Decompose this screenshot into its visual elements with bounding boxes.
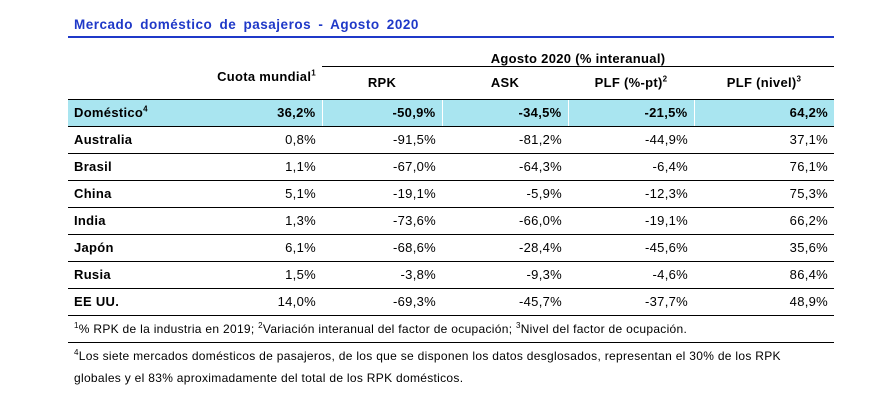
cell-plf-pt: -44,9%: [568, 126, 694, 154]
cell-rpk: -69,3%: [322, 288, 442, 316]
cell-share: 14,0%: [194, 288, 322, 316]
cell-ask: -9,3%: [442, 261, 568, 289]
cell-rpk: -68,6%: [322, 234, 442, 262]
share-header: Cuota mundial1: [194, 66, 322, 100]
cell-share: 1,5%: [194, 261, 322, 289]
row-label: Australia: [68, 126, 194, 154]
cell-plf-level: 66,2%: [694, 207, 835, 235]
table-row: China 5,1% -19,1% -5,9% -12,3% 75,3%: [68, 180, 835, 208]
plf-pt-header: PLF (%-pt)2: [568, 66, 694, 100]
row-label: EE UU.: [68, 288, 194, 316]
cell-plf-level: 37,1%: [694, 126, 835, 154]
cell-plf-pt: -45,6%: [568, 234, 694, 262]
cell-ask: -66,0%: [442, 207, 568, 235]
cell-ask: -28,4%: [442, 234, 568, 262]
footnote-4: 4Los siete mercados domésticos de pasaje…: [74, 347, 781, 385]
cell-rpk: -19,1%: [322, 180, 442, 208]
group-header: Agosto 2020 (% interanual): [322, 38, 835, 67]
cell-plf-pt: -12,3%: [568, 180, 694, 208]
table-row: Brasil 1,1% -67,0% -64,3% -6,4% 76,1%: [68, 153, 835, 181]
cell-rpk: -3,8%: [322, 261, 442, 289]
domestic-passenger-table: Agosto 2020 (% interanual) Cuota mundial…: [68, 38, 835, 316]
cell-rpk: -67,0%: [322, 153, 442, 181]
row-label: China: [68, 180, 194, 208]
cell-plf-level: 75,3%: [694, 180, 835, 208]
cell-plf-level: 35,6%: [694, 234, 835, 262]
cell-ask: -64,3%: [442, 153, 568, 181]
cell-plf-pt: -37,7%: [568, 288, 694, 316]
cell-plf-pt: -6,4%: [568, 153, 694, 181]
cell-plf-pt: -4,6%: [568, 261, 694, 289]
header-row-group: Agosto 2020 (% interanual): [68, 38, 835, 67]
cell-plf-level: 48,9%: [694, 288, 835, 316]
table-row: Doméstico4 36,2% -50,9% -34,5% -21,5% 64,2%: [68, 99, 835, 127]
table-row: Australia 0,8% -91,5% -81,2% -44,9% 37,1%: [68, 126, 835, 154]
plf-level-header: PLF (nivel)3: [694, 66, 835, 100]
table-row: Japón 6,1% -68,6% -28,4% -45,6% 35,6%: [68, 234, 835, 262]
title-divider: [68, 36, 834, 38]
header-row-columns: Cuota mundial1 RPK ASK PLF (%-pt)2 PLF (…: [68, 66, 835, 100]
cell-share: 5,1%: [194, 180, 322, 208]
cell-share: 0,8%: [194, 126, 322, 154]
cell-ask: -5,9%: [442, 180, 568, 208]
cell-plf-level: 64,2%: [694, 99, 835, 127]
table-container: Mercado doméstico de pasajeros - Agosto …: [68, 14, 835, 389]
cell-ask: -45,7%: [442, 288, 568, 316]
ask-header: ASK: [442, 66, 568, 100]
cell-share: 36,2%: [194, 99, 323, 127]
row-label: Rusia: [68, 261, 194, 289]
cell-rpk: -91,5%: [322, 126, 442, 154]
cell-plf-level: 76,1%: [694, 153, 835, 181]
cell-plf-pt: -21,5%: [568, 99, 695, 127]
cell-rpk: -50,9%: [322, 99, 443, 127]
cell-plf-level: 86,4%: [694, 261, 835, 289]
cell-share: 1,3%: [194, 207, 322, 235]
table-row: EE UU. 14,0% -69,3% -45,7% -37,7% 48,9%: [68, 288, 835, 316]
rpk-header: RPK: [322, 66, 442, 100]
cell-share: 6,1%: [194, 234, 322, 262]
table-row: India 1,3% -73,6% -66,0% -19,1% 66,2%: [68, 207, 835, 235]
cell-rpk: -73,6%: [322, 207, 442, 235]
table-title: Mercado doméstico de pasajeros - Agosto …: [74, 17, 419, 32]
footnote-1-3: 1% RPK de la industria en 2019; 2Variaci…: [68, 316, 834, 343]
cell-ask: -34,5%: [442, 99, 569, 127]
row-label: Japón: [68, 234, 194, 262]
row-label: India: [68, 207, 194, 235]
cell-ask: -81,2%: [442, 126, 568, 154]
row-label: Brasil: [68, 153, 194, 181]
cell-plf-pt: -19,1%: [568, 207, 694, 235]
table-body: Doméstico4 36,2% -50,9% -34,5% -21,5% 64,2% Au…: [68, 99, 835, 316]
table-row: Rusia 1,5% -3,8% -9,3% -4,6% 86,4%: [68, 261, 835, 289]
row-label: Doméstico4: [68, 99, 194, 127]
cell-share: 1,1%: [194, 153, 322, 181]
